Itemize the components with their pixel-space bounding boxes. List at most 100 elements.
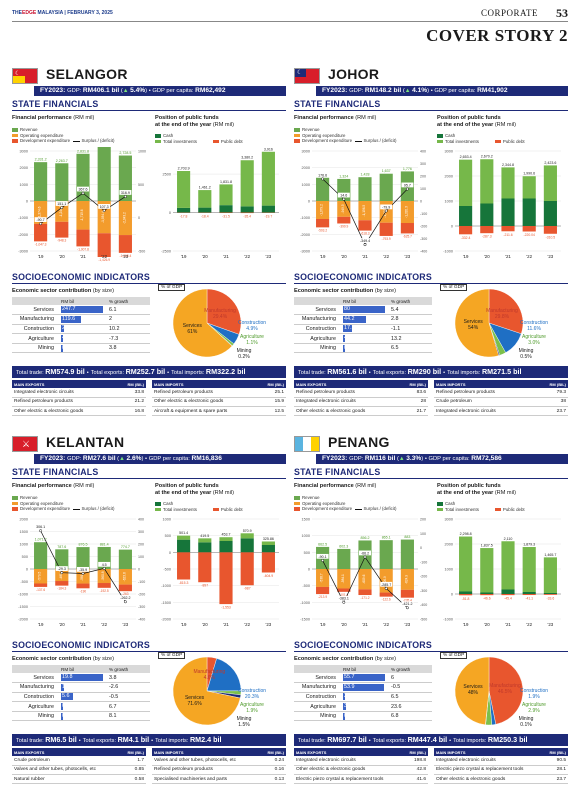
revenue-label: 787.6 [57,545,66,549]
sector-row: Agriculture 0.5 6.7 [12,701,150,712]
y-tick-label: 0 [26,568,28,572]
y2-tick-label: 200 [420,175,426,179]
surplus-label: -79.9 [382,205,390,209]
export-row-label: Electric piezo crystal & replacement too… [294,774,404,785]
x-tick-label: '20 [59,254,65,259]
devex-label: -625.7 [403,234,412,238]
import-row-label: Integrated electronic circuits [434,406,536,417]
legend-devex: Development expenditure [20,138,71,144]
total-label: 1,879.3 [523,543,535,547]
surplus-label: -383.1 [339,597,349,601]
gdp-value: RM27.6 bil [82,455,116,462]
y-tick-label: 1000 [445,568,453,572]
funds-legend: Cash Total investments Public debt [437,501,567,512]
legend-revenue: Revenue [20,495,38,500]
cash-bar [219,205,233,213]
sector-pie-chart [172,288,242,358]
y2-tick-label: -300 [138,605,145,609]
y2-tick-label: 0 [138,216,140,220]
gdp-growth: 5.4% [130,87,146,94]
devex-label: -184.3 [57,587,66,591]
investment-bar [543,557,557,593]
sector-growth: 2 [106,314,150,325]
revenue-label: 856.2 [361,536,370,540]
sector-growth: 2.8 [388,314,432,325]
sector-table: RM bil% growth Services 247.7 6.1 Manufactu… [12,297,150,354]
import-row-label: Refined petroleum products [434,388,536,398]
y-tick-label: 0 [169,211,171,215]
sector-row: Services 80 5.4 [294,305,432,316]
opex-label: -1,715.6 [80,209,84,221]
opex-bar [358,569,372,590]
export-row-value: 42.8 [403,765,428,776]
legend-debt: Public debt [502,138,525,144]
y2-tick-label: 100 [138,555,144,559]
sector-growth: 6.7 [106,701,150,712]
surplus-label: 316.9 [121,191,130,195]
page-number: 53 [556,6,568,20]
state-name: KELANTAN [46,434,125,450]
col-rm-bil: RM bil [340,665,388,673]
y2-tick-label: 0 [138,568,140,572]
export-row: Integrated electronic circuits 198.8 [294,756,428,766]
state-flag-icon: ⚔ [12,436,38,452]
revenue-bar [55,163,69,201]
sector-growth: 8.1 [106,711,150,722]
y-tick-label: -1000 [443,250,453,254]
import-row-value: 0.24 [260,756,286,766]
section-rule [294,478,568,479]
legend-revenue-swatch [12,496,18,500]
devex-bar [400,589,414,598]
total-label: 2,703.9 [178,167,190,171]
y-tick-label: 0 [308,568,310,572]
debt-label: -33.6 [547,596,555,600]
total-exports: RM447.4 bil [407,735,448,744]
cash-bar [459,206,473,226]
y-tick-label: 3000 [20,150,28,154]
surplus-point [342,197,346,201]
col-rm-bil: RM bil [58,665,106,673]
col-growth: % growth [106,665,150,673]
gdp-value: RM116 bil [364,455,396,462]
revenue-bar [34,542,48,569]
revenue-bar [379,173,393,201]
sector-growth: 5.4 [388,305,432,316]
surplus-label-bg [34,217,47,223]
sector-row: Mining 0.4 8.1 [12,711,150,722]
sector-row: Construction 2.2 6.5 [294,692,432,703]
gdp-share-tag: % of GDP [158,284,186,291]
debt-label: -17.8 [180,214,188,218]
socioeconomic-heading: SOCIOECONOMIC INDICATORS [12,640,150,650]
devex-label: -1,007.8 [77,247,89,251]
import-row: Refined petroleum products 25.1 [152,388,286,398]
sector-value: 19.8 [58,673,106,684]
devex-bar [118,235,132,253]
x-tick-label: '19 [181,254,187,259]
y-tick-label: -2000 [161,618,171,622]
total-trade: RM6.5 bil [45,735,77,744]
gdp-per-capita-label: GDP per capita: [148,456,192,462]
sector-name: Agriculture [294,333,340,344]
sector-growth: 23.6 [388,701,432,712]
pie-label-construction: Construction 11.6% [519,320,549,332]
total-imports: RM322.2 bil [205,367,246,376]
pie-label-services: Services 48% [463,684,483,697]
revenue-bar [97,147,111,201]
sector-value: 0.4 [58,711,106,722]
sector-table: RM bil% growth Services 19.8 3.8 Manufactur… [12,665,150,722]
sector-bar: 0.4 [61,712,70,720]
y2-tick-label: 500 [138,183,144,187]
cash-bar [198,542,212,553]
investment-bar [177,535,191,540]
export-row: Refined petroleum products 83.6 [294,388,428,398]
trade-bar: Total trade: RM697.7 bil • Total exports: … [294,734,568,746]
y-tick-label: 0 [451,593,453,597]
sector-growth: 6.8 [388,711,432,722]
legend-revenue: Revenue [20,127,38,132]
export-row-value: 28 [398,397,428,408]
y-tick-label: -2000 [18,618,28,622]
pie-label-mining: Mining 0.5% [518,348,534,360]
revenue-label: 2,728.5 [119,151,131,155]
devex-label: -101.4 [339,593,348,597]
import-row-label: Crude petroleum [434,397,536,408]
